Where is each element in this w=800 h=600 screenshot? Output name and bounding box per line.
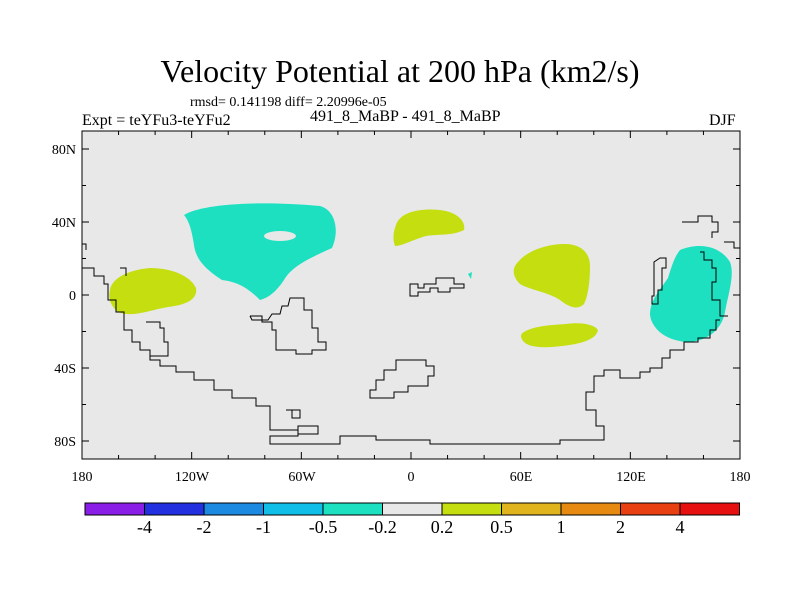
coastline-southern-africa	[369, 359, 435, 399]
lon-label-0: 0	[408, 470, 415, 485]
colorbar-label: 4	[676, 517, 685, 537]
coastlines	[82, 215, 740, 445]
lon-label-180w: 180	[72, 470, 93, 485]
colorbar-swatch	[382, 502, 443, 516]
colorbar-swatch	[84, 502, 145, 516]
case-label: 491_8_MaBP - 491_8_MaBP	[310, 108, 501, 125]
lat-label-80n: 80N	[52, 143, 76, 158]
positive-region-indian-ocean-south	[521, 323, 598, 348]
colorbar-swatch	[620, 502, 681, 516]
positive-region-north-atlantic	[393, 209, 465, 246]
coastline-antarctica	[149, 319, 720, 445]
coastline-antarctic-peninsula	[286, 409, 301, 419]
colorbar-label: 2	[616, 517, 625, 537]
lon-label-60e: 60E	[510, 470, 533, 485]
colorbar-label: 0.5	[490, 517, 513, 537]
lat-label-80s: 80S	[54, 435, 76, 450]
coastline-japan-korea	[682, 215, 719, 238]
coastline-africa-north	[409, 277, 465, 297]
coastline-alaska-edge	[82, 243, 87, 250]
colorbar-swatch	[322, 502, 383, 516]
coastline-east-edge	[724, 241, 740, 249]
colorbar: -4 -2 -1 -0.5 -0.2 0.2 0.5 1 2 4	[84, 502, 740, 537]
lon-label-60w: 60W	[288, 470, 316, 485]
negative-region-north-pacific	[184, 203, 336, 300]
hole-north-pacific	[264, 231, 296, 241]
lon-label-120e: 120E	[616, 470, 646, 485]
colorbar-label: -2	[197, 517, 212, 537]
experiment-label: Expt = teYFu3-teYFu2	[82, 112, 231, 129]
coastline-antarctic-coast-mark	[297, 425, 319, 435]
anomaly-regions	[109, 203, 732, 348]
negative-region-small-africa	[468, 272, 472, 279]
lon-label-120w: 120W	[175, 470, 210, 485]
lon-label-180e: 180	[730, 470, 751, 485]
positive-region-east-pacific	[109, 268, 197, 315]
colorbar-swatch	[501, 502, 562, 516]
colorbar-label: 1	[557, 517, 566, 537]
coastline-americas-central	[120, 267, 127, 276]
coastline-asia-east	[700, 251, 728, 317]
lat-label-40s: 40S	[54, 362, 76, 377]
stats-text: rmsd= 0.141198 diff= 2.20996e-05	[190, 95, 387, 110]
positive-region-indian-ocean-north	[513, 244, 590, 308]
coastline-maritime-continent	[651, 257, 667, 305]
lat-axis-labels: 80N 40N 0 40S 80S	[52, 143, 76, 450]
colorbar-label: 0.2	[431, 517, 454, 537]
colorbar-swatch	[144, 502, 205, 516]
colorbar-swatch	[441, 502, 502, 516]
season-label: DJF	[709, 112, 736, 129]
lat-label-40n: 40N	[52, 216, 76, 231]
lat-label-eq: 0	[69, 289, 76, 304]
coastline-americas-west	[82, 267, 169, 357]
colorbar-label: -1	[256, 517, 271, 537]
colorbar-label: -4	[137, 517, 152, 537]
plot-title: Velocity Potential at 200 hPa (km2/s)	[160, 53, 640, 89]
colorbar-swatch	[679, 502, 740, 516]
colorbar-swatch	[263, 502, 324, 516]
colorbar-label: -0.5	[309, 517, 338, 537]
lon-axis-labels: 180 120W 60W 0 60E 120E 180	[72, 470, 751, 485]
colorbar-swatch	[560, 502, 621, 516]
negative-region-west-pacific	[650, 246, 732, 342]
colorbar-swatch	[203, 502, 264, 516]
colorbar-label: -0.2	[368, 517, 397, 537]
coastline-south-america	[249, 297, 327, 355]
axis-ticks	[81, 131, 741, 459]
